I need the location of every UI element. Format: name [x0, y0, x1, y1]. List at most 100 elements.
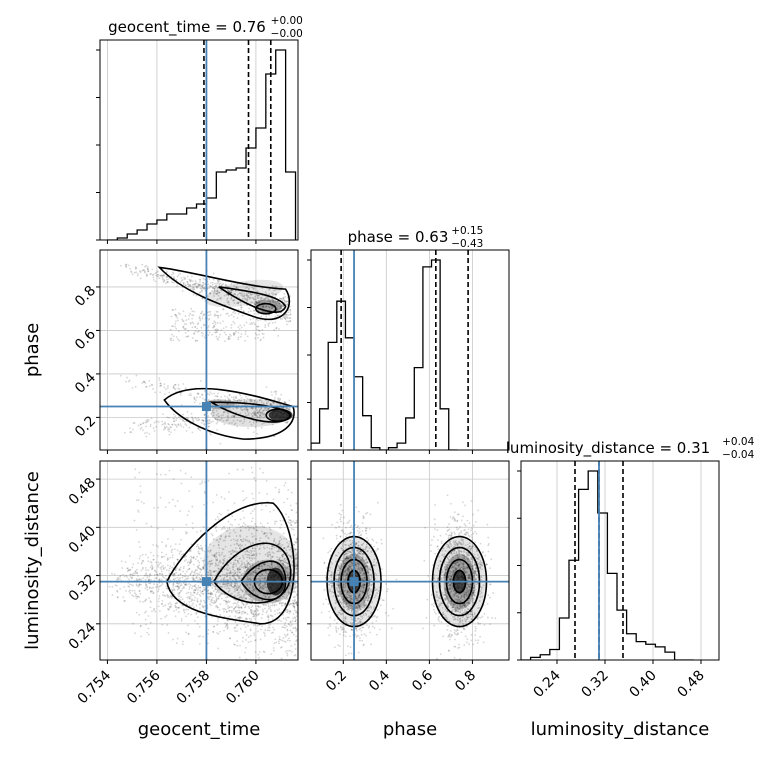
sample-point — [466, 567, 469, 570]
sample-point — [146, 588, 149, 591]
sample-point — [272, 411, 275, 414]
sample-point — [252, 296, 255, 299]
sample-point — [261, 573, 264, 576]
sample-point — [209, 285, 212, 288]
sample-point — [142, 560, 145, 563]
sample-point — [240, 595, 243, 598]
sample-point — [273, 603, 276, 606]
sample-point — [188, 601, 191, 603]
sample-point — [213, 570, 216, 572]
sample-point — [219, 537, 222, 540]
sample-point — [219, 575, 222, 577]
sample-point — [355, 599, 358, 602]
sample-point — [213, 553, 216, 556]
sample-point — [346, 571, 349, 574]
sample-point — [245, 298, 248, 300]
sample-point — [193, 579, 196, 582]
sample-point — [214, 564, 217, 567]
sample-point — [131, 387, 134, 389]
sample-point — [191, 587, 193, 590]
sample-point — [356, 606, 359, 609]
sample-point — [228, 394, 231, 396]
sample-point — [200, 287, 203, 290]
sample-point — [217, 633, 220, 635]
sample-point — [225, 333, 227, 336]
sample-point — [213, 289, 216, 292]
sample-point — [251, 557, 254, 560]
sample-point — [197, 567, 200, 569]
sample-point — [276, 558, 279, 561]
sample-point — [167, 385, 169, 387]
sample-point — [197, 427, 199, 430]
sample-point — [218, 280, 221, 282]
sample-point — [248, 594, 250, 596]
sample-point — [233, 292, 236, 295]
sample-point — [293, 600, 296, 602]
sample-point — [360, 578, 363, 580]
sample-point — [274, 574, 277, 576]
sample-point — [262, 416, 265, 419]
sample-point — [177, 592, 180, 595]
sample-point — [454, 544, 457, 547]
sample-point — [170, 337, 173, 340]
sample-point — [265, 604, 268, 607]
sample-point — [261, 587, 264, 590]
sample-point — [223, 560, 226, 562]
sample-point — [202, 588, 205, 591]
sample-point — [245, 292, 248, 295]
sample-point — [263, 577, 266, 580]
sample-point — [290, 557, 293, 559]
sample-point — [192, 578, 195, 581]
sample-point — [161, 623, 164, 626]
sample-point — [284, 317, 287, 320]
sample-point — [192, 293, 195, 296]
sample-point — [240, 545, 242, 548]
sample-point — [241, 293, 244, 295]
sample-point — [267, 616, 270, 618]
sample-point — [234, 610, 237, 613]
sample-point — [270, 533, 272, 536]
sample-point — [234, 606, 237, 609]
sample-point — [173, 578, 175, 581]
sample-point — [236, 540, 239, 543]
sample-point — [284, 561, 287, 564]
sample-point — [263, 301, 265, 304]
sample-point — [229, 291, 232, 294]
sample-point — [244, 631, 246, 634]
sample-point — [228, 315, 230, 317]
sample-point — [285, 407, 288, 409]
sample-point — [154, 272, 157, 275]
sample-point — [208, 603, 211, 605]
sample-point — [211, 599, 213, 602]
sample-point — [244, 611, 247, 614]
sample-point — [236, 468, 239, 471]
sample-point — [369, 612, 372, 615]
sample-point — [267, 408, 270, 411]
sample-point — [178, 587, 180, 590]
sample-point — [364, 565, 367, 568]
sample-point — [212, 292, 215, 295]
sample-point — [287, 414, 290, 417]
sample-point — [292, 590, 295, 593]
sample-point — [216, 321, 219, 324]
sample-point — [236, 419, 239, 422]
sample-point — [242, 538, 245, 540]
sample-point — [222, 539, 225, 542]
sample-point — [246, 567, 249, 569]
sample-point — [185, 530, 187, 533]
sample-point — [189, 321, 192, 324]
sample-point — [202, 566, 205, 569]
sample-point — [248, 307, 251, 310]
sample-point — [147, 569, 150, 571]
sample-point — [121, 567, 124, 569]
sample-point — [218, 283, 221, 286]
sample-point — [192, 575, 195, 577]
sample-point — [251, 286, 254, 289]
sample-point — [277, 491, 280, 494]
sample-point — [222, 608, 225, 610]
sample-point — [276, 411, 279, 414]
sample-point — [221, 573, 224, 576]
sample-point — [262, 587, 265, 590]
sample-point — [233, 590, 236, 593]
sample-point — [192, 419, 194, 422]
